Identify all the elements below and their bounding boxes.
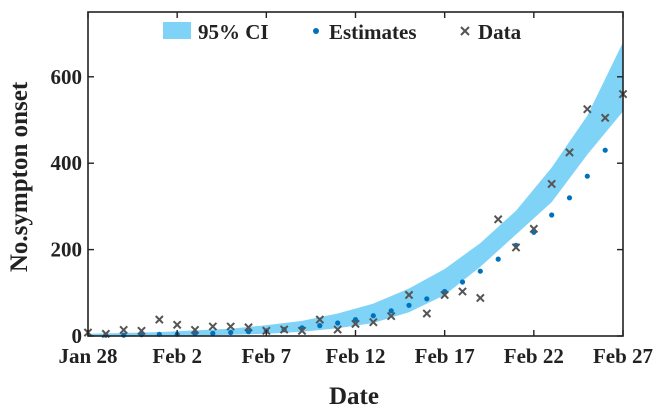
y-tick-label: 200: [51, 238, 83, 262]
axes: 0 200 400 600 Jan 28 Feb 2 Feb 7 Feb 12 Feb 17 Fe…: [51, 11, 653, 368]
x-tick-label: Feb 7: [242, 344, 292, 368]
x-tick-label: Feb 17: [415, 344, 475, 368]
estimate-point: [210, 330, 216, 336]
x-tick-label: Feb 2: [152, 344, 202, 368]
data-point: [547, 179, 556, 189]
estimate-point: [388, 308, 394, 314]
data-point: [440, 290, 449, 300]
estimate-point: [228, 329, 234, 336]
estimate-point: [584, 173, 590, 179]
data-point: [493, 215, 503, 224]
legend-marker-data: [460, 26, 470, 36]
y-axis-label: No.sympton onset: [6, 81, 33, 272]
data-point: [119, 325, 128, 335]
legend-swatch-95-ci: [163, 22, 191, 39]
data-point: [369, 317, 378, 327]
data-point: [190, 325, 200, 335]
ci-band: [88, 42, 623, 336]
plot-area: [83, 42, 628, 339]
x-tick-label: Feb 12: [325, 344, 385, 368]
data-point: [172, 320, 182, 330]
estimate-point: [370, 313, 376, 319]
estimate-point: [317, 323, 323, 329]
estimate-point: [245, 329, 252, 335]
estimate-point: [424, 296, 430, 302]
estimate-point: [335, 320, 341, 326]
estimate-point: [352, 317, 359, 323]
legend-marker-estimates: [313, 28, 319, 34]
y-tick-label: 600: [51, 65, 83, 89]
data-point: [315, 315, 325, 324]
y-tick-label: 400: [51, 151, 83, 175]
data-point: [279, 325, 289, 334]
data-point: [600, 113, 610, 123]
data-point: [422, 309, 432, 318]
data-point: [333, 325, 342, 334]
data-point: [511, 243, 521, 252]
data-point: [386, 311, 396, 321]
estimate-point: [566, 195, 573, 201]
estimate-point: [121, 332, 127, 338]
data-point: [297, 326, 307, 336]
data-point: [458, 287, 467, 296]
data-point: [244, 323, 253, 332]
estimate-point: [459, 279, 466, 285]
data-point: [208, 322, 218, 331]
axes-box: [87, 11, 624, 337]
x-tick-label: Feb 22: [504, 344, 564, 368]
estimate-point: [602, 147, 608, 153]
legend: 95% CI Estimates Data: [163, 20, 522, 44]
estimate-point: [495, 256, 501, 262]
y-tick-label: 0: [72, 324, 83, 348]
data-point: [137, 326, 146, 336]
data-point: [583, 104, 592, 114]
x-tick-label: Feb 27: [593, 344, 653, 368]
legend-label-estimates: Estimates: [329, 20, 417, 44]
data-point: [155, 315, 164, 324]
estimate-point: [549, 212, 555, 218]
data-point: [226, 322, 235, 331]
data-point: [529, 224, 539, 234]
data-point: [476, 293, 485, 303]
legend-label-95-ci: 95% CI: [198, 20, 269, 44]
x-axis-label: Date: [329, 383, 379, 410]
data-point: [565, 148, 574, 157]
legend-label-data: Data: [478, 20, 522, 44]
data-point: [404, 290, 414, 300]
estimate-point: [406, 302, 412, 308]
data-point: [351, 319, 360, 329]
x-tick-label: Jan 28: [59, 344, 118, 368]
estimate-point: [477, 268, 483, 274]
